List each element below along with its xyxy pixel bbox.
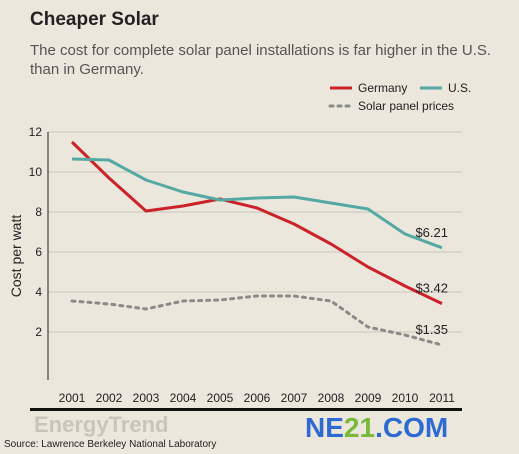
grid-lines [48,131,462,333]
source-note: Source: Lawrence Berkeley National Labor… [4,439,217,450]
bottom-rule [30,408,462,411]
chart-subtitle: The cost for complete solar panel instal… [30,42,492,78]
legend: Germany U.S. Solar panel prices [328,81,471,113]
ne21-suffix: .COM [375,412,449,443]
x-tick-label: 2011 [429,391,455,405]
end-label: $3.42 [415,281,448,296]
x-tick-label: 2010 [392,391,419,405]
x-tick-label: 2004 [170,391,197,405]
x-tick-label: 2007 [281,391,308,405]
x-tick-label: 2009 [355,391,382,405]
axes: 2 4 6 8 10 12 2001 2002 2003 2004 2005 2006 2007 2008… [29,125,456,405]
x-tick-label: 2003 [133,391,160,405]
ne21-prefix: NE [305,412,344,443]
x-tick-label: 2001 [59,391,86,405]
y-tick-label: 8 [35,205,42,219]
y-tick-label: 12 [29,125,43,139]
x-tick-label: 2002 [96,391,123,405]
end-label: $6.21 [415,225,448,240]
ne21-digits: 21 [343,412,376,443]
y-tick-label: 10 [29,165,43,179]
legend-label: Germany [358,81,407,95]
series-line-germany [70,140,443,305]
x-tick-label: 2006 [244,391,271,405]
end-label: $1.35 [415,322,448,337]
end-labels: $3.42 $6.21 $1.35 [415,225,448,337]
chart-title: Cheaper Solar [30,9,159,30]
y-axis-label: Cost per watt [8,215,24,298]
y-tick-label: 4 [35,285,42,299]
x-tick-label: 2005 [207,391,234,405]
x-tick-label: 2008 [318,391,345,405]
legend-label: U.S. [448,81,471,95]
y-tick-label: 2 [35,325,42,339]
legend-label: Solar panel prices [358,99,454,113]
series-lines [70,140,444,347]
series-line-solar-panel-prices [70,294,444,347]
energytrend-watermark: EnergyTrend [34,412,169,437]
series-line-u-s [71,157,443,250]
y-tick-label: 6 [35,245,42,259]
ne21-watermark: NE21.COM [305,412,448,444]
